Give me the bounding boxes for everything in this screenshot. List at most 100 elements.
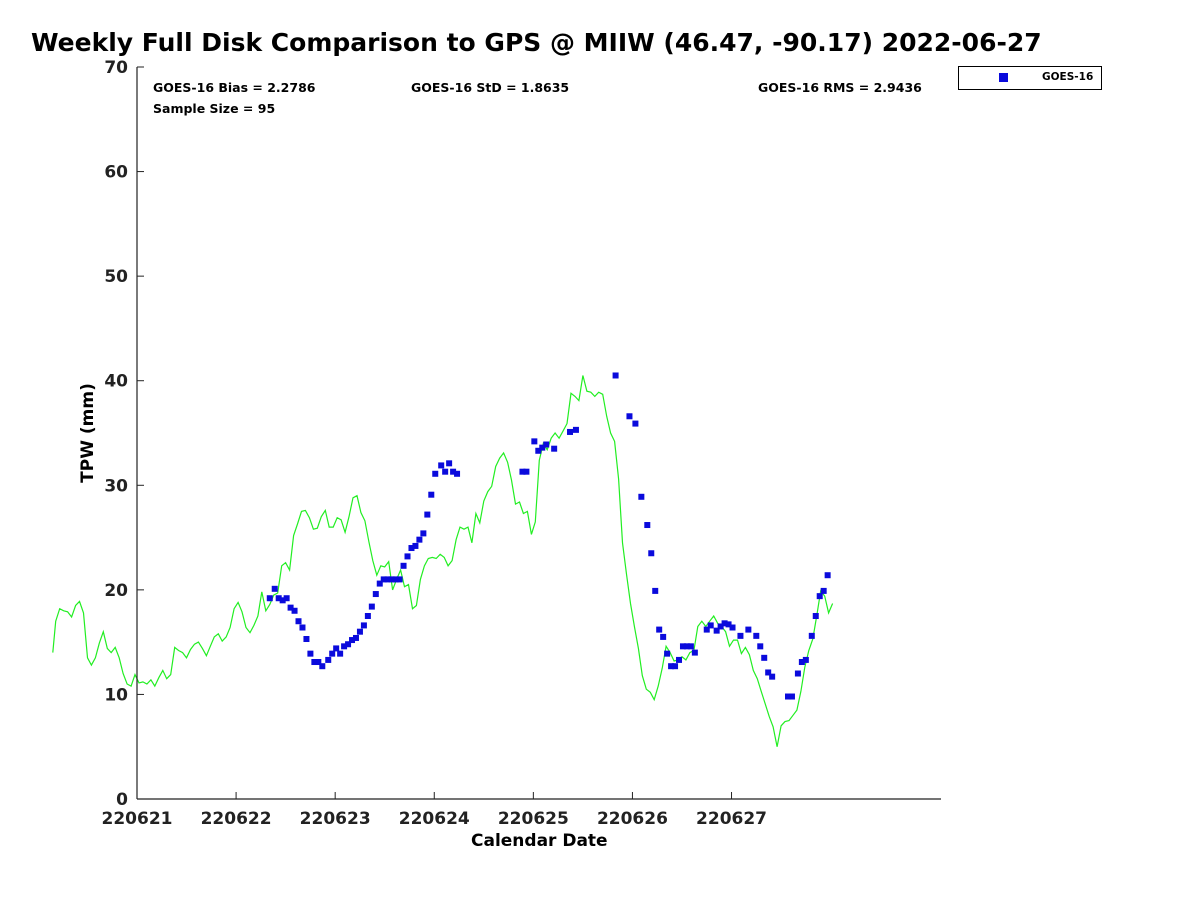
goes16-series [266,372,831,700]
goes16-point [287,604,294,611]
goes16-point [315,659,322,666]
goes16-point [356,628,363,635]
goes16-point [519,468,526,475]
goes16-point [412,542,419,549]
goes16-point [535,447,542,454]
goes16-point [319,663,326,670]
goes16-point [626,413,633,420]
goes16-point [691,649,698,656]
y-tick-label: 30 [104,476,128,496]
goes16-point [396,576,403,583]
goes16-point [660,633,667,640]
goes16-point [428,491,435,498]
goes16-point [802,656,809,663]
goes16-point [676,656,683,663]
goes16-point [368,603,375,610]
goes16-point [364,613,371,619]
x-tick-label: 220626 [597,809,668,829]
y-tick-label: 0 [116,790,128,810]
goes16-point [572,426,579,433]
goes16-point [539,444,546,451]
legend-label: GOES-16 [1042,71,1094,83]
goes16-point [788,693,795,700]
y-tick-label: 10 [104,685,128,705]
goes16-point [816,593,823,600]
goes16-point [376,580,383,587]
goes16-point [648,550,655,557]
std-stat: GOES-16 StD = 1.8635 [411,80,570,95]
goes16-point [761,654,768,661]
goes16-point [679,643,686,650]
goes16-point [299,624,306,631]
legend-marker [999,73,1008,82]
goes16-point [283,595,290,602]
goes16-point [765,669,772,676]
goes16-point [408,545,415,552]
goes16-point [352,634,359,641]
goes16-point [672,663,679,670]
goes16-point [372,591,379,598]
goes16-point [713,627,720,634]
goes16-point [638,493,645,500]
goes16-point [745,626,752,633]
goes16-point [707,622,714,629]
y-tick-label: 50 [104,267,128,287]
goes16-point [612,372,619,379]
goes16-point [757,643,764,650]
goes16-point [341,643,348,650]
chart-title: Weekly Full Disk Comparison to GPS @ MII… [31,28,1042,57]
goes16-point [683,643,690,650]
x-tick-label: 220625 [498,809,569,829]
goes16-point [753,632,760,639]
goes16-point [824,572,831,579]
goes16-point [632,420,639,427]
goes16-point [567,428,574,435]
goes16-point [729,624,736,631]
goes16-point [380,576,387,583]
goes16-point [769,673,776,680]
x-tick-label: 220623 [300,809,371,829]
goes16-point [420,530,427,537]
goes16-point [664,650,671,657]
goes16-point [360,622,367,629]
goes16-point [271,585,278,592]
y-axis-label: TPW (mm) [78,383,98,483]
goes16-point [703,626,710,633]
goes16-point [337,650,344,657]
goes16-point [551,445,558,452]
axes: 0 10 20 30 40 50 60 70 220621 220622 220623 220624 2… [102,58,941,829]
goes16-point [446,460,453,467]
goes16-point [687,643,694,650]
y-tick-label: 60 [104,163,128,183]
goes16-point [333,645,340,652]
goes16-point [279,597,286,604]
gps-line [52,375,834,747]
goes16-point [794,670,801,677]
goes16-point [303,636,310,643]
goes16-point [523,468,530,475]
goes16-point [644,522,651,529]
x-tick-label: 220621 [102,809,173,829]
y-tick-label: 20 [104,581,128,601]
goes16-point [400,562,407,569]
gps-series [52,375,834,747]
goes16-point [416,536,423,543]
x-tick-label: 220624 [399,809,470,829]
goes16-point [442,468,449,475]
goes16-point [275,595,282,602]
goes16-point [432,470,439,477]
y-tick-label: 70 [104,58,128,78]
goes16-point [737,632,744,639]
goes16-point [820,587,827,594]
goes16-point [543,441,550,448]
goes16-point [311,659,318,666]
goes16-point [384,576,391,583]
goes16-point [725,621,732,628]
goes16-point [531,438,538,445]
goes16-point [291,607,298,614]
goes16-point [668,663,675,670]
goes16-point [721,620,728,627]
goes16-point [656,626,663,633]
sample-size-stat: Sample Size = 95 [153,101,276,116]
